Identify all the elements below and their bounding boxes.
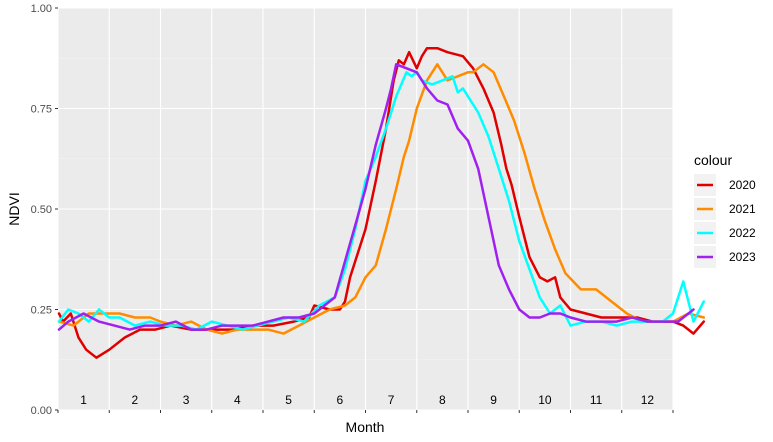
legend-label-2022: 2022 — [729, 226, 756, 240]
y-tick-label: 0.25 — [31, 305, 52, 317]
month-label: 3 — [183, 393, 190, 407]
y-tick-label: 1.00 — [31, 3, 52, 15]
month-label: 6 — [337, 393, 344, 407]
month-label: 4 — [234, 393, 241, 407]
legend-label-2021: 2021 — [729, 202, 756, 216]
legend-label-2023: 2023 — [729, 250, 756, 264]
month-labels: 1 2 3 4 5 6 7 8 9 10 11 12 — [80, 393, 654, 407]
legend: colour 2020 2021 2022 2023 — [694, 152, 756, 268]
legend-title: colour — [694, 152, 732, 168]
month-label: 9 — [490, 393, 497, 407]
legend-label-2020: 2020 — [729, 178, 756, 192]
series-lines — [57, 46, 706, 359]
month-label: 2 — [132, 393, 139, 407]
month-label: 8 — [439, 393, 446, 407]
month-label: 1 — [80, 393, 87, 407]
y-axis-title: NDVI — [6, 192, 22, 225]
series-line-2022 — [57, 71, 706, 331]
y-tick-label: 0.00 — [31, 405, 52, 417]
x-axis-title: Month — [346, 419, 385, 435]
month-label: 10 — [538, 393, 552, 407]
series-line-2021 — [57, 63, 706, 335]
month-label: 11 — [590, 393, 603, 407]
month-label: 5 — [285, 393, 292, 407]
axes: 0.00 0.25 0.50 0.75 1.00 — [31, 3, 674, 417]
month-label: 7 — [388, 393, 395, 407]
y-tick-label: 0.75 — [31, 104, 52, 116]
series-line-2023 — [57, 63, 695, 331]
month-label: 12 — [641, 393, 655, 407]
y-tick-label: 0.50 — [31, 204, 52, 216]
